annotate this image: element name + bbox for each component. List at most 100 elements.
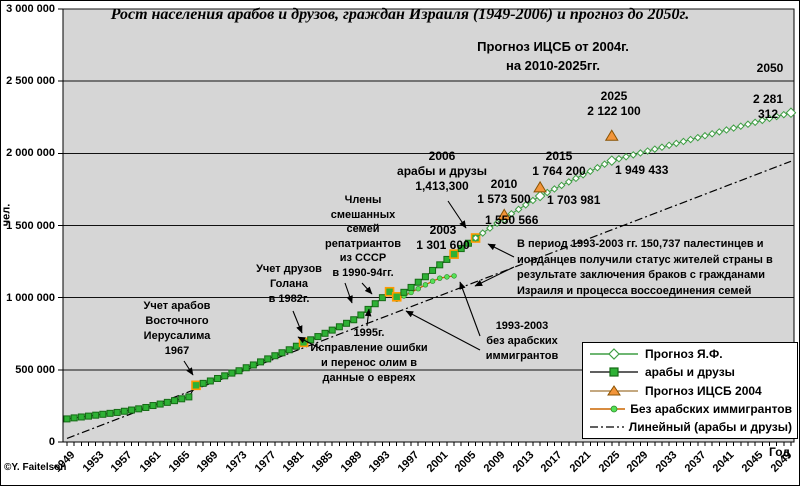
legend: Прогноз Я.Ф. арабы и друзы Прогноз ИЦСБ …	[582, 342, 798, 439]
cbs-forecast-marker	[604, 129, 619, 141]
arabs-druze-marker	[142, 403, 150, 411]
arabs-druze-marker	[314, 333, 322, 341]
y-tick-label: 0	[48, 436, 55, 448]
legend-item-cbs-forecast: Прогноз ИЦСБ 2004	[588, 384, 792, 398]
annotation-ussr-families: Члены смешанных семей репатриантов из СС…	[325, 194, 401, 279]
arabs-druze-marker	[264, 355, 272, 363]
arabs-druze-marker	[120, 407, 128, 415]
arabs-druze-marker	[135, 405, 143, 413]
yf-forecast-marker	[665, 141, 673, 150]
arabs-druze-marker	[321, 329, 329, 337]
arabs-druze-marker	[378, 294, 386, 302]
annotation-no-immigrants: 1993-2003 без арабских иммигрантов	[485, 320, 559, 362]
y-tick-label: 1 500 000	[6, 219, 55, 232]
y-tick-label: 1 000 000	[6, 291, 55, 304]
arabs-druze-marker	[171, 397, 179, 405]
yf-forecast-marker	[701, 131, 709, 140]
legend-label: Прогноз ИЦСБ 2004	[645, 383, 762, 398]
yf-forecast-marker	[514, 205, 523, 214]
arabs-druze-marker	[185, 393, 193, 401]
yf-forecast-marker	[478, 229, 487, 237]
yf-forecast-marker	[557, 181, 566, 190]
arabs-druze-marker	[407, 283, 415, 291]
annotation-east-jerusalem: Учет арабов Восточного Иерусалима 1967	[143, 300, 211, 357]
yf-forecast-marker	[715, 128, 724, 136]
legend-label: Прогноз Я.Ф.	[645, 347, 723, 361]
legend-item-arabs-druze: арабы и друзы	[588, 365, 792, 379]
callout-arrow	[474, 266, 515, 287]
arabs-druze-marker	[421, 273, 429, 281]
arabs-druze-marker	[371, 300, 379, 308]
arabs-druze-marker	[228, 369, 236, 377]
arabs-druze-marker	[206, 377, 214, 385]
arabs-druze-marker	[271, 352, 279, 360]
yf-forecast-marker	[507, 209, 516, 218]
yf-forecast-marker	[693, 133, 702, 142]
yf-forecast-marker	[529, 196, 537, 205]
arabs-druze-marker	[335, 323, 343, 331]
y-tick-label: 2 500 000	[6, 75, 55, 88]
chart-title: Рост населения арабов и друзов, граждан …	[110, 6, 690, 23]
arabs-druze-marker	[156, 400, 164, 408]
no-immigrants-marker	[415, 286, 421, 292]
y-tick-label: 500 000	[15, 363, 55, 376]
yf-forecast-marker	[606, 155, 618, 166]
yf-forecast-marker	[722, 126, 731, 134]
arabs-druze-marker	[429, 266, 437, 274]
legend-item-no-arab-immigrants: Без арабских иммигрантов	[588, 402, 792, 416]
yf-forecast-marker	[729, 124, 738, 132]
arabs-druze-marker	[443, 255, 451, 263]
annotation-2003-value: 2003 1 301 600	[416, 223, 470, 252]
yf-forecast-marker	[550, 185, 559, 193]
callout-arrow	[459, 281, 481, 337]
arabs-druze-marker	[85, 412, 93, 420]
annotation-cbs-2025: 2025 2 122 100	[587, 89, 641, 118]
yf-forecast-marker	[534, 190, 546, 202]
yf-forecast-marker	[636, 149, 645, 157]
yf-forecast-marker	[765, 114, 774, 123]
no-immigrants-marker	[429, 278, 436, 284]
annotation-yf-2010: 1 550 566	[485, 213, 539, 227]
yf-forecast-marker	[686, 135, 695, 144]
yf-forecast-marker	[658, 143, 666, 152]
arabs-druze-marker	[457, 245, 465, 253]
arabs-druze-marker	[163, 398, 171, 406]
legend-label: Линейный (арабы и друзы)	[628, 420, 792, 434]
callout-arrow	[447, 200, 467, 229]
yf-forecast-marker	[736, 122, 745, 130]
yf-forecast-marker	[615, 154, 623, 163]
callout-arrow	[292, 310, 303, 334]
arabs-druze-marker	[292, 342, 300, 350]
arabs-druze-marker	[400, 288, 408, 296]
yf-forecast-marker	[650, 145, 659, 153]
arabs-druze-marker	[63, 415, 71, 423]
arabs-druze-marker	[343, 319, 351, 327]
x-axis-title: Год	[769, 445, 790, 459]
arabs-druze-marker	[221, 372, 229, 380]
annotation-yf-2025: 1 949 433	[615, 163, 669, 177]
callout-arrow	[344, 282, 353, 304]
arabs-druze-marker	[178, 395, 186, 403]
square-line-icon	[590, 367, 638, 377]
arabs-druze-marker	[106, 409, 114, 417]
series-linear-trend	[66, 160, 792, 439]
arabs-druze-marker	[350, 316, 358, 324]
yf-forecast-marker	[785, 107, 797, 119]
arabs-druze-marker	[113, 408, 121, 416]
arabs-druze-marker	[257, 358, 265, 366]
arabs-druze-marker	[414, 278, 422, 286]
annotation-2006-value: 2006 арабы и друзы 1,413,300	[397, 149, 487, 193]
annotation-cbs-2010: 2010 1 573 500	[477, 177, 531, 206]
diamond-line-icon	[590, 348, 638, 360]
arabs-druze-marker	[328, 326, 336, 334]
arabs-druze-marker	[199, 379, 207, 387]
arabs-druze-marker	[92, 411, 100, 419]
yf-forecast-marker	[521, 201, 530, 209]
legend-item-forecast-yf: Прогноз Я.Ф.	[588, 347, 792, 361]
annotation-cbs-forecast-note: Прогноз ИЦСБ от 2004г. на 2010-2025гг.	[477, 39, 629, 73]
arabs-druze-marker	[99, 410, 107, 418]
yf-forecast-marker	[572, 174, 580, 183]
dot-line-icon	[590, 405, 626, 413]
cbs-forecast-marker	[497, 208, 512, 220]
